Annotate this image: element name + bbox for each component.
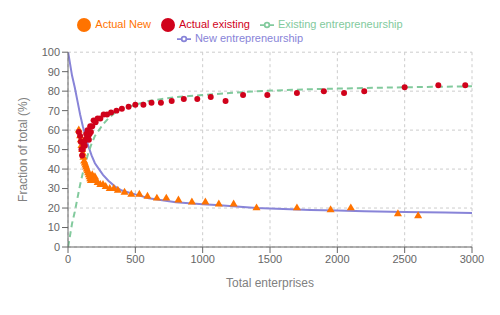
svg-text:70: 70 bbox=[48, 105, 60, 117]
svg-text:30: 30 bbox=[48, 182, 60, 194]
svg-text:2500: 2500 bbox=[392, 253, 416, 265]
svg-text:2000: 2000 bbox=[325, 253, 349, 265]
html-text:Actual existing: Actual existing bbox=[179, 18, 250, 30]
svg-text:40: 40 bbox=[48, 163, 60, 175]
svg-text:Fraction of total (%): Fraction of total (%) bbox=[16, 97, 30, 202]
svg-text:60: 60 bbox=[48, 124, 60, 136]
svg-text:1500: 1500 bbox=[258, 253, 282, 265]
svg-text:1000: 1000 bbox=[190, 253, 214, 265]
svg-text:50: 50 bbox=[48, 143, 60, 155]
svg-text:Total enterprises: Total enterprises bbox=[226, 276, 314, 290]
svg-text:100: 100 bbox=[42, 46, 60, 58]
svg-text:3000: 3000 bbox=[460, 253, 484, 265]
svg-text:80: 80 bbox=[48, 85, 60, 97]
svg-text:500: 500 bbox=[126, 253, 144, 265]
svg-text:10: 10 bbox=[48, 221, 60, 233]
html-text:Actual New: Actual New bbox=[95, 18, 151, 30]
html-text:New entrepreneurship: New entrepreneurship bbox=[194, 32, 304, 45]
svg-text:0: 0 bbox=[65, 253, 71, 265]
svg-text:0: 0 bbox=[54, 241, 60, 253]
svg-text:20: 20 bbox=[48, 202, 60, 214]
html-text:Existing entrepreneurship: Existing entrepreneurship bbox=[277, 18, 403, 30]
svg-text:90: 90 bbox=[48, 66, 60, 78]
